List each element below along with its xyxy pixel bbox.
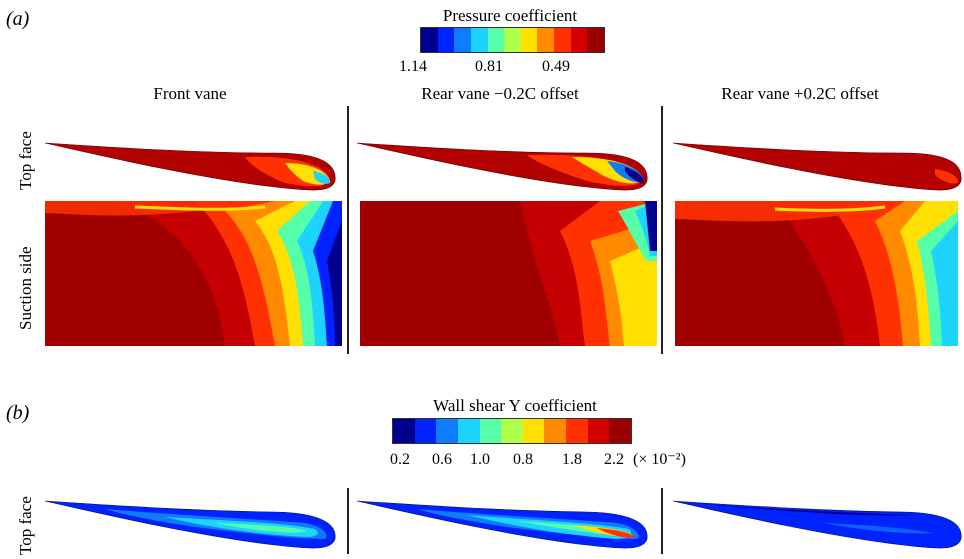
column-separator (347, 488, 349, 554)
colorbar-swatch-3 (457, 419, 480, 443)
wall-shear-colorbar (392, 418, 632, 444)
rear-vane-minus-top-face-wall-shear (356, 500, 648, 549)
colorbar-swatch-1 (437, 28, 455, 52)
rear-vane-plus-suction-side-pressure (675, 201, 958, 346)
pressure-tick-2: 0.81 (475, 58, 503, 75)
colorbar-swatch-4 (479, 419, 502, 443)
rear-vane-minus-top-face-pressure (356, 142, 648, 191)
colorbar-swatch-9 (587, 419, 610, 443)
pressure-tick-1: 1.14 (399, 58, 427, 75)
column-header-front-vane: Front vane (153, 84, 227, 103)
colorbar-swatch-0 (393, 419, 415, 443)
pressure-colorbar (420, 27, 605, 53)
wall-shear-colorbar-title: Wall shear Y coefficient (433, 396, 597, 415)
colorbar-swatch-10 (587, 28, 605, 52)
front-vane-top-face-wall-shear (44, 500, 336, 549)
front-vane-top-face-pressure (44, 142, 336, 191)
wall-shear-tick-2: 0.6 (432, 451, 452, 468)
colorbar-swatch-6 (522, 419, 545, 443)
wall-shear-tick-4: 0.8 (513, 451, 533, 468)
colorbar-swatch-2 (454, 28, 471, 52)
pressure-tick-3: 0.49 (542, 58, 570, 75)
column-separator (661, 488, 663, 554)
pressure-colorbar-title: Pressure coefficient (442, 6, 578, 25)
wall-shear-multiplier: (× 10⁻²) (633, 451, 686, 468)
row-header-top-face-a: Top face (16, 131, 35, 190)
colorbar-swatch-8 (554, 28, 571, 52)
front-vane-suction-side-pressure (45, 201, 342, 346)
wall-shear-tick-5: 1.8 (562, 451, 582, 468)
colorbar-swatch-1 (414, 419, 437, 443)
colorbar-swatch-6 (520, 28, 538, 52)
colorbar-swatch-4 (487, 28, 505, 52)
wall-shear-tick-1: 0.2 (390, 451, 410, 468)
column-header-rear-plus: Rear vane +0.2C offset (721, 84, 879, 103)
colorbar-swatch-5 (504, 28, 521, 52)
column-separator (661, 106, 663, 354)
rear-vane-plus-top-face-wall-shear (672, 500, 962, 549)
row-header-top-face-b: Top face (16, 496, 35, 555)
column-header-rear-minus: Rear vane −0.2C offset (421, 84, 579, 103)
wall-shear-tick-3: 1.0 (470, 451, 490, 468)
colorbar-swatch-3 (470, 28, 488, 52)
row-header-suction-side: Suction side (16, 246, 35, 330)
colorbar-swatch-5 (501, 419, 523, 443)
colorbar-swatch-10 (609, 419, 632, 443)
colorbar-swatch-0 (421, 28, 438, 52)
colorbar-swatch-9 (570, 28, 588, 52)
rear-vane-plus-top-face-pressure (672, 142, 962, 191)
rear-vane-minus-suction-side-pressure (360, 201, 657, 346)
panel-a-label: (a) (6, 8, 30, 30)
column-separator (347, 106, 349, 354)
colorbar-swatch-2 (436, 419, 458, 443)
colorbar-swatch-8 (566, 419, 588, 443)
wall-shear-tick-6: 2.2 (604, 451, 624, 468)
colorbar-swatch-7 (544, 419, 567, 443)
colorbar-swatch-7 (537, 28, 555, 52)
panel-b-label: (b) (6, 402, 30, 424)
